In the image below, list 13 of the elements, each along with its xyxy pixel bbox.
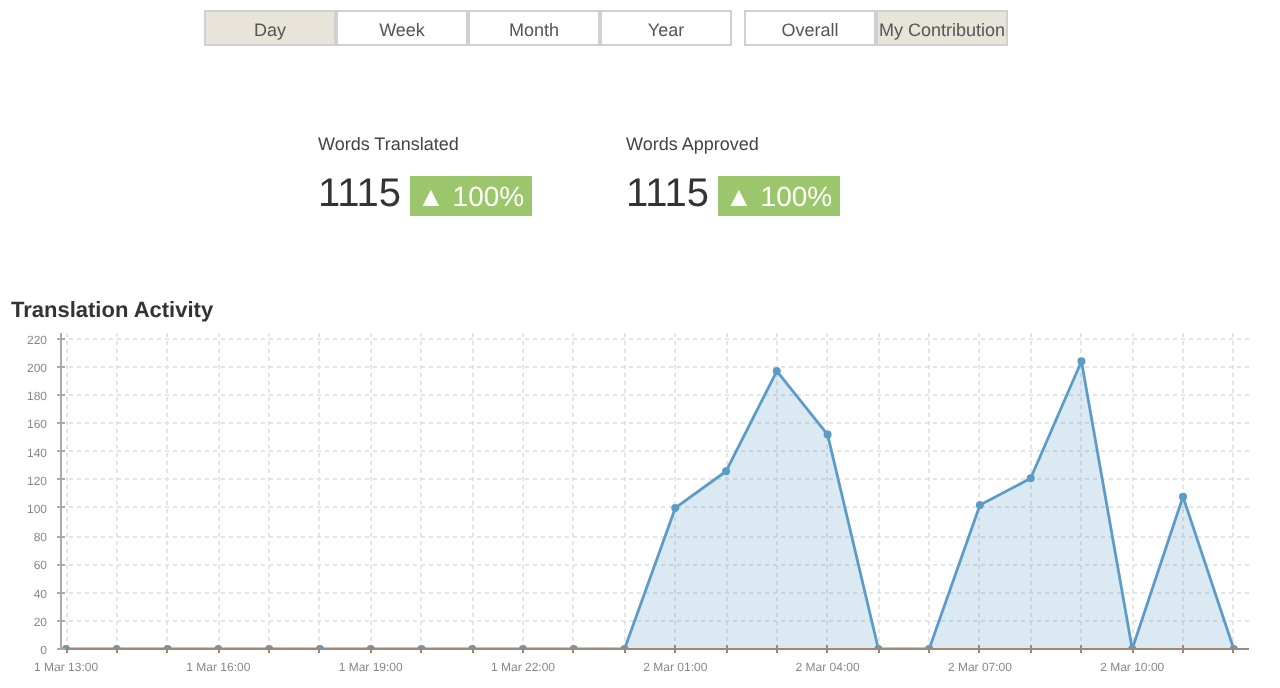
text: Words Translated xyxy=(318,132,461,158)
text: My Contribution xyxy=(876,10,1008,46)
chart-title: Translation Activity xyxy=(11,299,215,323)
text: ▲ 100% xyxy=(717,175,841,216)
text: ▲ 100% xyxy=(409,175,533,216)
text: Overall xyxy=(744,10,876,46)
text: Words Approved xyxy=(626,132,761,158)
text: Year xyxy=(600,10,732,46)
text: 1115 xyxy=(626,171,710,216)
text: Day xyxy=(204,10,336,46)
text: Month xyxy=(468,10,600,46)
text: 1115 xyxy=(318,171,402,216)
text: Week xyxy=(336,10,468,46)
